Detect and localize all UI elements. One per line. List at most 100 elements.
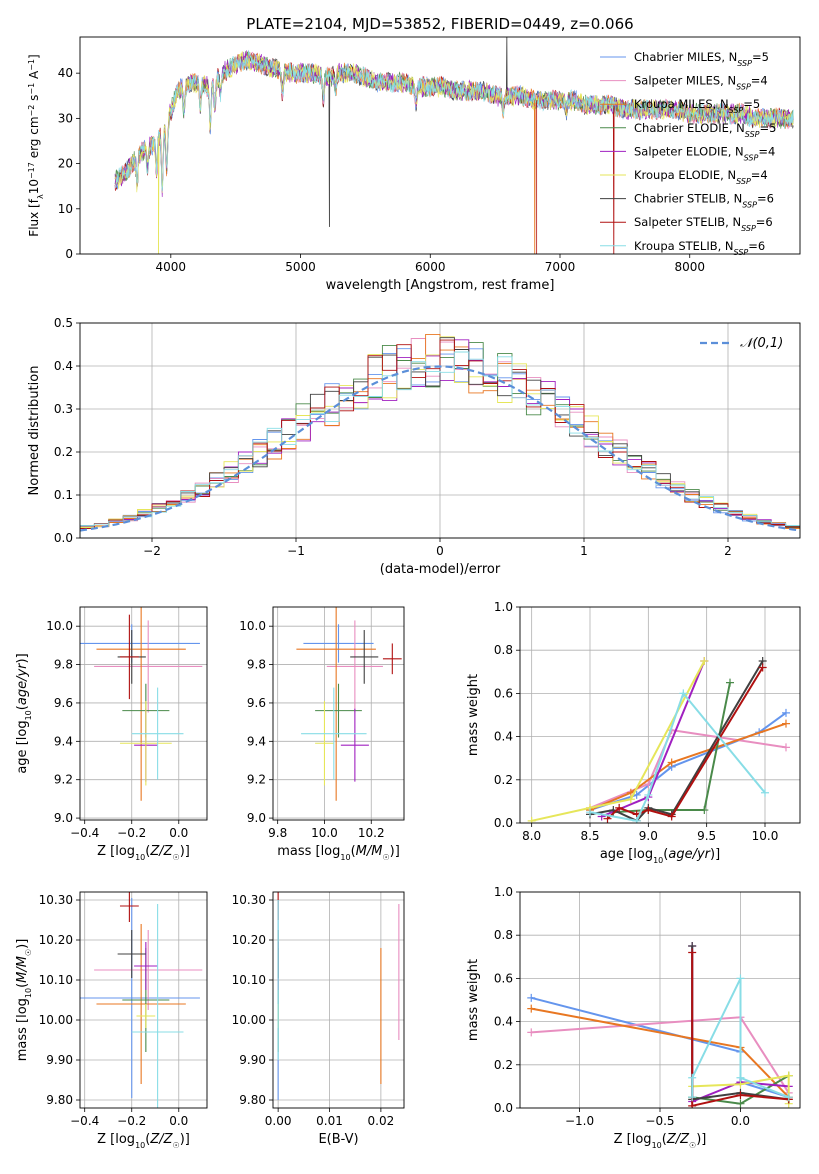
weight-marker <box>782 708 790 717</box>
y-tick-label: 0.5 <box>54 316 73 330</box>
weight-marker <box>688 1093 697 1102</box>
y-axis-label: mass weight <box>466 674 481 756</box>
plot-area <box>277 892 400 1100</box>
weight-marker <box>527 993 536 1002</box>
spectrum-line <box>114 49 794 192</box>
x-tick-label: 4000 <box>156 260 187 274</box>
plot-area <box>80 892 203 1108</box>
y-tick-label: 0.0 <box>54 531 73 545</box>
axes-frame <box>272 891 405 1109</box>
y-tick-label: 0.2 <box>494 1058 513 1072</box>
legend-label: Salpeter MILES, NSSP=4 <box>634 74 768 92</box>
y-tick-label: 0.2 <box>54 445 73 459</box>
y-tick-label: 0.6 <box>494 971 513 985</box>
x-tick-label: 10.0 <box>752 829 779 843</box>
x-tick-label: 0.0 <box>169 826 188 840</box>
y-tick-label: 0.0 <box>494 816 513 830</box>
x-tick-label: 8.0 <box>522 829 541 843</box>
weight-marker <box>736 1099 745 1108</box>
axes-frame <box>79 891 208 1109</box>
panel-weight-vs-age: 8.0 8.5 9.0 9.5 10.0 0.0 0.2 0.4 0.6 0.8 1.0 age [l… <box>466 600 801 865</box>
y-tick-label: 1.0 <box>494 885 513 899</box>
x-tick-label: 0.02 <box>368 1114 395 1128</box>
y-axis-label: Normed distribution <box>27 366 42 496</box>
y-tick-label: 9.8 <box>54 658 73 672</box>
x-tick-label: −1.0 <box>565 1114 594 1128</box>
x-tick-label: 10.2 <box>358 826 385 840</box>
y-tick-label: 9.4 <box>54 734 73 748</box>
x-axis-label: wavelength [Angstrom, rest frame] <box>326 278 555 293</box>
x-axis-label: mass [log10(M/M☉)] <box>277 844 400 862</box>
y-tick-label: 20 <box>58 157 73 171</box>
legend-label: Chabrier STELIB, NSSP=6 <box>634 192 774 210</box>
y-tick-label: 9.80 <box>46 1093 73 1107</box>
y-tick-label: 0.1 <box>54 488 73 502</box>
x-tick-label: 9.0 <box>639 829 658 843</box>
y-tick-label: 0.3 <box>54 402 73 416</box>
weight-line <box>531 660 706 822</box>
panel-age-vs-Z: −0.4 −0.2 0.0 9.0 9.2 9.4 9.6 9.8 10.0 Z [log10(Z… <box>15 606 208 862</box>
weight-marker <box>761 788 769 797</box>
weight-marker <box>782 743 790 752</box>
y-tick-label: 10.10 <box>39 973 73 987</box>
x-axis-label: (data-model)/error <box>380 562 501 577</box>
y-tick-label: 30 <box>58 111 73 125</box>
x-tick-label: 0.0 <box>169 1114 188 1128</box>
y-tick-label: 10.00 <box>232 1013 266 1027</box>
plot-area <box>114 37 794 254</box>
x-tick-label: 1 <box>580 544 588 558</box>
plot-area <box>527 942 793 1108</box>
y-tick-label: 10.30 <box>39 893 73 907</box>
x-tick-label: 9.8 <box>268 826 287 840</box>
x-tick-label: −0.2 <box>117 826 146 840</box>
weight-marker <box>632 816 641 823</box>
y-tick-label: 0.4 <box>494 730 513 744</box>
y-axis-label: mass [log10(M/M☉)] <box>15 939 33 1062</box>
x-tick-label: 10.0 <box>311 826 338 840</box>
y-tick-label: 9.0 <box>247 811 266 825</box>
panel-age-vs-mass: 9.8 10.0 10.2 9.0 9.2 9.4 9.6 9.8 10.0 mass [log1… <box>239 606 405 862</box>
weight-line <box>692 1074 790 1104</box>
x-tick-label: 2 <box>724 544 732 558</box>
weight-marker <box>644 806 653 815</box>
axes-frame <box>519 606 801 824</box>
weight-marker <box>644 790 653 799</box>
histogram-series <box>80 351 800 538</box>
weight-marker <box>527 1004 536 1013</box>
weight-marker <box>688 1073 697 1082</box>
legend-label: Chabrier ELODIE, NSSP=5 <box>634 121 776 139</box>
weight-line <box>601 660 706 818</box>
panel-spectrum: 4000 5000 6000 7000 8000 0 10 20 30 40 wavelength … <box>27 36 801 293</box>
panel-mass-vs-Z: −0.4 −0.2 0.0 9.80 9.90 10.00 10.10 10.20 10.30 Z… <box>15 891 208 1150</box>
weight-marker <box>527 816 536 823</box>
y-axis-label: age [log10(age/yr)] <box>15 653 33 773</box>
figure-title: PLATE=2104, MJD=53852, FIBERID=0449, z=0… <box>246 15 633 33</box>
legend-label: Kroupa STELIB, NSSP=6 <box>634 239 765 256</box>
weight-marker <box>667 812 676 821</box>
y-tick-label: 0.8 <box>494 643 513 657</box>
weight-line <box>606 666 764 820</box>
y-tick-label: 0.6 <box>494 686 513 700</box>
weight-marker <box>615 803 624 812</box>
x-axis-label: Z [log10(Z/Z☉)] <box>97 844 190 862</box>
weight-marker <box>688 1101 697 1108</box>
y-tick-label: 0 <box>65 247 73 261</box>
y-tick-label: 0.0 <box>494 1101 513 1115</box>
axes-frame <box>519 891 801 1109</box>
y-tick-label: 9.90 <box>239 1053 266 1067</box>
weight-marker <box>586 808 594 817</box>
x-tick-label: −0.4 <box>70 1114 99 1128</box>
x-axis-label: Z [log10(Z/Z☉)] <box>614 1132 707 1150</box>
weight-marker <box>679 689 688 698</box>
weight-marker <box>700 657 709 665</box>
y-tick-label: 10.00 <box>39 1013 73 1027</box>
legend-label: Kroupa ELODIE, NSSP=4 <box>634 168 768 186</box>
weight-marker <box>758 663 767 672</box>
y-tick-label: 10 <box>58 202 73 216</box>
x-tick-label: 8.5 <box>580 829 599 843</box>
x-tick-label: −0.4 <box>70 826 99 840</box>
y-tick-label: 0.4 <box>494 1015 513 1029</box>
y-tick-label: 9.6 <box>247 696 266 710</box>
y-tick-label: 10.20 <box>232 933 266 947</box>
